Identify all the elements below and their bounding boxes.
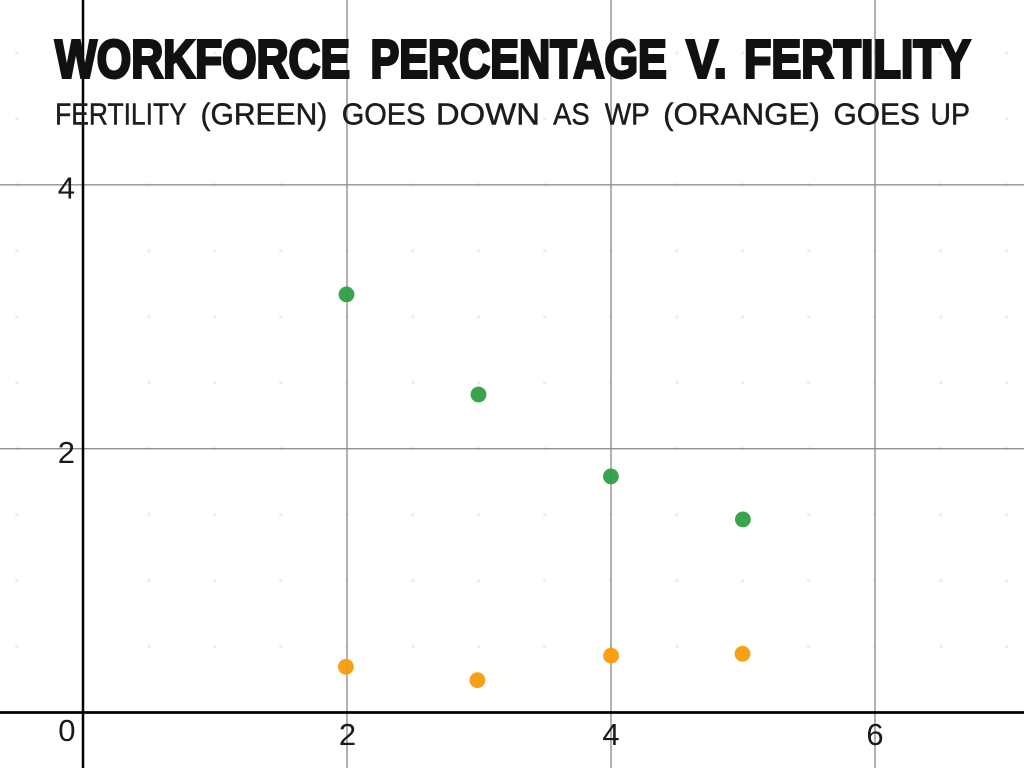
svg-text:V.: V. [686,29,727,89]
svg-text:4: 4 [602,717,619,752]
svg-text:(ORANGE): (ORANGE) [663,96,820,131]
svg-text:WP: WP [605,96,650,131]
svg-text:PERCENTAGE: PERCENTAGE [371,29,667,89]
svg-text:UP: UP [930,96,970,131]
svg-text:2: 2 [339,717,356,752]
svg-text:AS: AS [553,96,590,131]
svg-text:FERTILITY: FERTILITY [744,29,971,89]
svg-text:GOES: GOES [834,96,921,131]
svg-text:6: 6 [866,717,883,752]
svg-text:WORKFORCE: WORKFORCE [55,29,350,89]
svg-text:(GREEN): (GREEN) [201,96,328,131]
svg-text:2: 2 [58,435,75,470]
svg-text:4: 4 [58,171,75,206]
svg-text:FERTILITY: FERTILITY [55,96,187,131]
svg-text:GOES: GOES [342,96,426,131]
svg-text:DOWN: DOWN [436,96,540,131]
svg-text:0: 0 [58,713,75,748]
